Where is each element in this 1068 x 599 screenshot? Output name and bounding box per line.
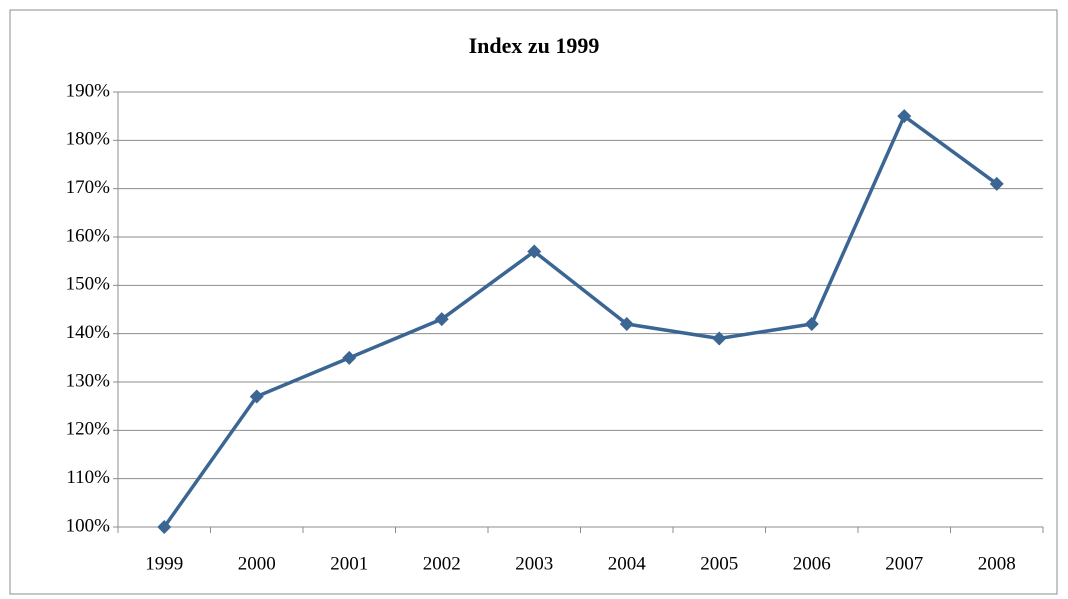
y-tick-label: 170% <box>66 177 111 198</box>
data-point <box>897 109 912 124</box>
y-tick-label: 150% <box>66 274 111 295</box>
x-tick-label: 2001 <box>330 553 368 574</box>
data-point <box>157 520 172 534</box>
x-tick-label: 2007 <box>885 553 923 574</box>
data-point <box>527 244 542 259</box>
x-tick-label: 1999 <box>145 553 183 574</box>
x-tick-label: 2006 <box>793 553 831 574</box>
data-point <box>989 176 1004 191</box>
data-point <box>342 350 357 365</box>
chart-title: Index zu 1999 <box>469 33 600 58</box>
y-tick-label: 140% <box>66 322 111 343</box>
x-tick-label: 2003 <box>515 553 553 574</box>
y-tick-label: 160% <box>66 225 111 246</box>
y-tick-label: 110% <box>66 467 110 488</box>
data-point <box>434 312 449 327</box>
data-point <box>249 389 264 404</box>
x-tick-label: 2000 <box>238 553 276 574</box>
chart-frame <box>9 9 1058 595</box>
data-point <box>712 331 727 346</box>
data-point <box>804 317 819 331</box>
data-line <box>162 114 998 529</box>
y-tick-label: 180% <box>66 129 111 150</box>
x-tick-label: 2005 <box>700 553 738 574</box>
x-tick-label: 2008 <box>978 553 1016 574</box>
data-point <box>619 317 634 331</box>
y-tick-label: 130% <box>66 370 111 391</box>
x-tick-label: 2002 <box>423 553 461 574</box>
x-tick-label: 2004 <box>608 553 647 574</box>
y-tick-label: 100% <box>66 515 111 536</box>
y-tick-label: 120% <box>66 419 111 440</box>
y-tick-label: 190% <box>66 80 111 101</box>
